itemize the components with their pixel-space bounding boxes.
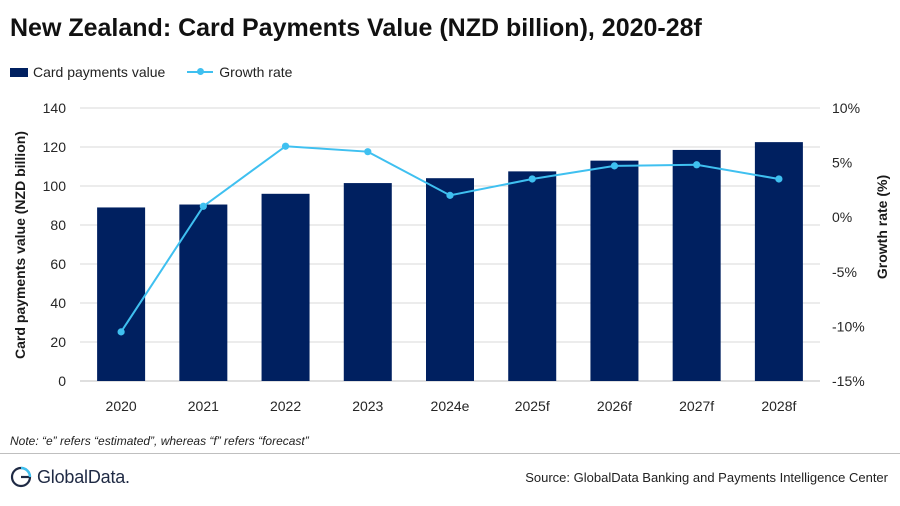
x-tick-label: 2020 — [106, 398, 137, 414]
bar-2027f — [672, 149, 721, 381]
y-tick-label: 0 — [58, 373, 66, 389]
x-tick-label: 2025f — [515, 398, 550, 414]
bar-2022 — [261, 193, 310, 381]
y2-tick-label: -5% — [832, 264, 857, 280]
logo-wordmark: GlobalData. — [37, 466, 130, 487]
globaldata-logo-icon — [10, 466, 32, 488]
bar-2023 — [343, 183, 392, 381]
x-tick-label: 2021 — [188, 398, 219, 414]
y-tick-label: 60 — [50, 256, 66, 272]
bar-2026f — [590, 160, 639, 381]
x-tick-label: 2026f — [597, 398, 632, 414]
footer-divider — [0, 453, 900, 454]
x-tick-label: 2024e — [431, 398, 470, 414]
chart-title: New Zealand: Card Payments Value (NZD bi… — [10, 14, 702, 42]
bar-2020 — [97, 207, 146, 381]
growth-point-2021 — [199, 202, 207, 210]
bar-2025f — [508, 171, 557, 381]
footnote: Note: “e” refers “estimated”, whereas “f… — [10, 434, 309, 448]
x-tick-label: 2028f — [761, 398, 796, 414]
y-tick-label: 120 — [43, 139, 67, 155]
chart-legend: Card payments value Growth rate — [10, 64, 292, 80]
y-tick-label: 80 — [50, 217, 66, 233]
y-tick-label: 40 — [50, 295, 66, 311]
legend-line-label: Growth rate — [219, 64, 293, 80]
growth-point-2026f — [610, 162, 619, 170]
y-tick-label: 140 — [43, 100, 67, 116]
growth-point-2022 — [281, 142, 290, 150]
growth-point-2028f — [775, 175, 783, 183]
globaldata-logo: GlobalData. — [10, 466, 130, 488]
growth-point-2025f — [528, 175, 536, 183]
y2-tick-label: 5% — [832, 155, 852, 171]
legend-bar-label: Card payments value — [33, 64, 166, 80]
x-tick-label: 2027f — [679, 398, 714, 414]
growth-point-2024e — [446, 191, 454, 199]
x-tick-label: 2022 — [270, 398, 301, 414]
y2-tick-label: -10% — [832, 318, 865, 334]
y2-tick-label: -15% — [832, 373, 865, 389]
legend-bar-swatch — [10, 67, 28, 77]
bar-2024e — [426, 178, 474, 381]
growth-point-2023 — [364, 148, 372, 156]
y2-tick-label: 0% — [832, 209, 852, 225]
y-tick-label: 20 — [50, 334, 66, 350]
y-axis-title: Card payments value (NZD billion) — [12, 131, 28, 359]
growth-point-2027f — [693, 161, 701, 169]
x-tick-label: 2023 — [352, 398, 383, 414]
legend-line-swatch — [187, 66, 214, 78]
y2-tick-label: 10% — [832, 100, 860, 116]
y-tick-label: 100 — [43, 178, 67, 194]
y2-axis-title: Growth rate (%) — [874, 175, 890, 279]
source-note: Source: GlobalData Banking and Payments … — [525, 470, 888, 485]
bar-2021 — [179, 204, 228, 381]
growth-point-2020 — [117, 328, 125, 336]
combo-chart: 0 20 40 60 80 100 120 140 -15% -10% -5% 0% 5% 10% 2020… — [12, 100, 890, 414]
